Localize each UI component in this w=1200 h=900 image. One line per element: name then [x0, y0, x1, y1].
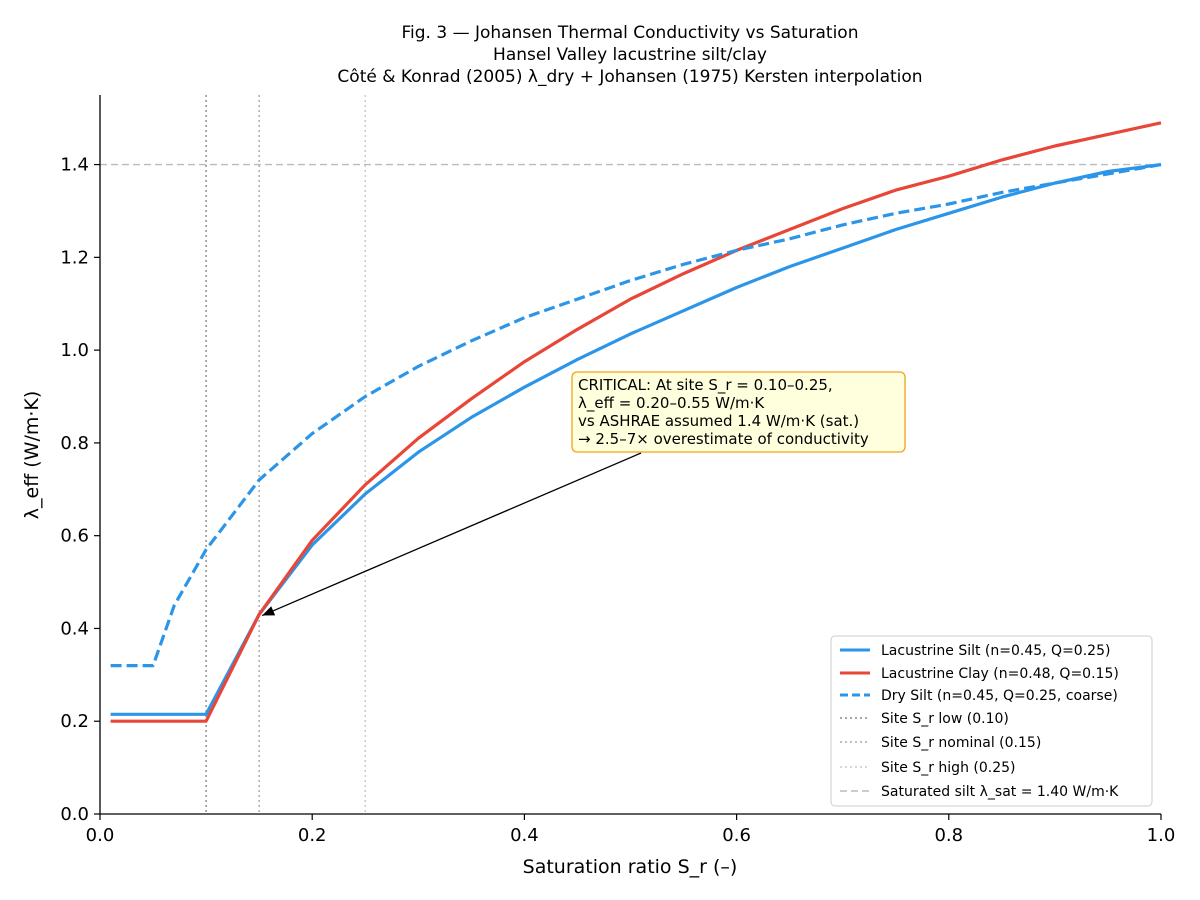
chart-subtitle-2: Côté & Konrad (2005) λ_dry + Johansen (1…: [337, 67, 922, 87]
chart-title: Fig. 3 — Johansen Thermal Conductivity v…: [402, 23, 859, 43]
annotation-line-4: → 2.5–7× overestimate of conductivity: [578, 430, 869, 448]
legend-label-silt: Lacustrine Silt (n=0.45, Q=0.25): [881, 643, 1110, 659]
legend-label-sr-low: Site S_r low (0.10): [881, 711, 1009, 727]
x-tick-label: 1.0: [1147, 825, 1176, 846]
annotation-line-2: λ_eff = 0.20–0.55 W/m·K: [578, 394, 765, 413]
y-tick-label: 0.8: [60, 433, 89, 454]
legend-label-sr-nominal: Site S_r nominal (0.15): [881, 735, 1041, 751]
series-line-1: [110, 121, 1162, 723]
x-tick-label: 0.0: [86, 825, 115, 846]
y-tick-label: 0.2: [60, 711, 89, 732]
y-tick-label: 0.6: [60, 526, 89, 547]
x-tick-label: 0.8: [934, 825, 963, 846]
x-tick-label: 0.2: [298, 825, 327, 846]
annotation-arrow: [261, 452, 642, 617]
annotation-line-3: vs ASHRAE assumed 1.4 W/m·K (sat.): [578, 412, 859, 430]
legend-label-saturated: Saturated silt λ_sat = 1.40 W/m·K: [881, 784, 1119, 800]
legend-label-dry-silt: Dry Silt (n=0.45, Q=0.25, coarse): [881, 688, 1118, 704]
y-tick-label: 1.2: [60, 247, 89, 268]
y-tick-label: 0.0: [60, 804, 89, 825]
annotation-line-1: CRITICAL: At site S_r = 0.10–0.25,: [578, 376, 833, 395]
series-layer: [110, 121, 1162, 723]
chart-subtitle: Hansel Valley lacustrine silt/clay: [493, 45, 767, 65]
y-tick-label: 1.4: [60, 155, 89, 176]
legend-label-clay: Lacustrine Clay (n=0.48, Q=0.15): [881, 666, 1119, 682]
annotation-callout: CRITICAL: At site S_r = 0.10–0.25, λ_eff…: [261, 371, 906, 617]
y-axis-label: λ_eff (W/m·K): [21, 391, 43, 520]
x-tick-label: 0.6: [722, 825, 751, 846]
legend-label-sr-high: Site S_r high (0.25): [881, 760, 1016, 776]
series-line-2: [110, 163, 1162, 668]
series-line-0: [110, 163, 1162, 716]
annotation-arrowhead: [262, 606, 276, 616]
x-ticks-layer: 0.0 0.2 0.4 0.6 0.8 1.0: [86, 814, 1176, 846]
y-ticks-layer: 0.0 0.2 0.4 0.6 0.8 1.0 1.2 1.4: [60, 155, 100, 825]
legend-frame: [830, 635, 1153, 807]
annotation-box: [571, 371, 906, 453]
y-tick-label: 0.4: [60, 618, 89, 639]
x-axis-label: Saturation ratio S_r (–): [523, 856, 738, 878]
y-tick-label: 1.0: [60, 340, 89, 361]
x-tick-label: 0.4: [510, 825, 539, 846]
legend: Lacustrine Silt (n=0.45, Q=0.25) Lacustr…: [830, 635, 1153, 807]
